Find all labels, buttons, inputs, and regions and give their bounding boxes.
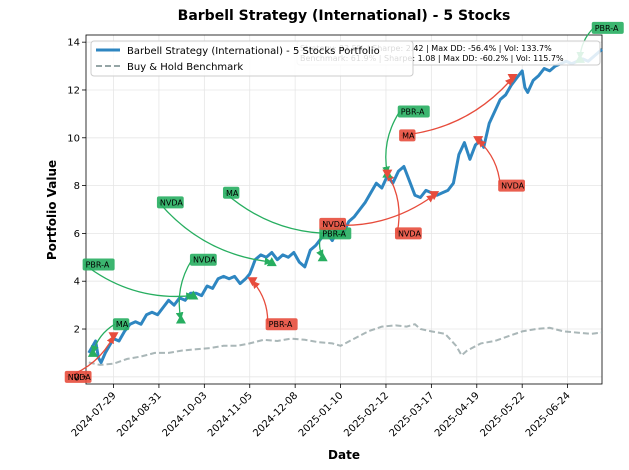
y-tick-label: 12 [67, 85, 80, 96]
trade-marker-sell [382, 169, 393, 179]
trade-label-nvda: NVDA [501, 182, 524, 191]
trade-label-pbr-a: PBR-A [86, 260, 110, 269]
trade-label-nvda: NVDA [322, 220, 345, 229]
trade-marker-buy [188, 290, 199, 300]
y-tick-label: 6 [74, 229, 80, 240]
trade-label-box [397, 105, 430, 118]
x-tick-label: 2024-08-31 [115, 390, 164, 439]
x-tick-label: 2024-11-05 [206, 390, 255, 439]
trade-arrow-pbr-a [382, 111, 401, 175]
trade-marker-buy [266, 257, 277, 267]
plot-frame [85, 34, 603, 385]
x-axis-label: Date [328, 448, 360, 462]
trade-label-nvda: NVDA [160, 198, 183, 207]
trade-arrow-pbr-a [84, 263, 195, 301]
trade-marker-buy [175, 314, 186, 324]
trade-label-box [319, 227, 352, 240]
x-tick-label: 2025-04-19 [433, 390, 482, 439]
y-axis-label: Portfolio Value [45, 160, 59, 260]
trade-marker-sell [507, 74, 518, 84]
x-axis-ticks: 2024-07-292024-08-312024-10-032024-11-05… [70, 384, 573, 439]
benchmark-series [88, 323, 603, 366]
trade-label-box [222, 186, 240, 199]
legend: Barbell Strategy (International) - 5 Sto… [90, 40, 414, 77]
trade-label-box [82, 258, 115, 271]
trade-label-box [265, 318, 298, 331]
trade-label-box [112, 318, 130, 331]
benchmark-line [88, 323, 603, 366]
trade-arrow-nvda [477, 139, 501, 186]
grid-lines [86, 35, 602, 384]
y-tick-label: 10 [67, 133, 80, 144]
stats-strategy: Strategy: 93.5% | Sharpe: 2.42 | Max DD:… [300, 44, 552, 53]
y-tick-label: 14 [67, 38, 80, 49]
trade-marker-sell [247, 277, 258, 287]
legend-label-portfolio: Barbell Strategy (International) - 5 Sto… [127, 46, 380, 57]
x-tick-label: 2024-12-08 [251, 390, 300, 439]
x-tick-label: 2025-03-17 [388, 390, 437, 439]
trade-marker-buy [87, 347, 98, 357]
legend-box [90, 40, 414, 77]
trade-label-pbr-a: PBR-A [322, 229, 346, 238]
trade-label-ma: MA [226, 189, 239, 198]
trade-label-pbr-a: PBR-A [401, 107, 425, 116]
trade-marker-buy [317, 252, 328, 262]
trade-label-box [498, 179, 525, 192]
y-tick-label: 0 [74, 372, 80, 383]
stats-benchmark: Benchmark: 61.9% | Sharpe: 1.08 | Max DD… [300, 54, 564, 63]
trade-label-box [394, 227, 422, 240]
trade-marker-sell [429, 191, 440, 201]
x-tick-label: 2024-07-29 [70, 390, 119, 439]
x-tick-label: 2025-01-10 [297, 390, 346, 439]
trade-label-box [399, 129, 416, 142]
trade-arrow-nvda [175, 259, 193, 321]
y-tick-label: 8 [74, 181, 80, 192]
trade-label-nvda: NVDA [68, 373, 91, 382]
trade-label-box [64, 370, 92, 383]
trade-label-nvda: NVDA [193, 256, 216, 265]
trade-label-box [189, 253, 217, 266]
trade-label-box [591, 21, 624, 34]
trade-label-pbr-a: PBR-A [269, 320, 293, 329]
trade-label-box [156, 196, 184, 209]
trade-arrow-pbr-a [251, 280, 269, 325]
chart-title: Barbell Strategy (International) - 5 Sto… [178, 8, 511, 24]
x-tick-label: 2025-05-22 [478, 390, 527, 439]
legend-label-benchmark: Buy & Hold Benchmark [127, 62, 243, 73]
y-axis-ticks: 0 2 4 6 8 10 12 14 [67, 38, 86, 383]
x-tick-label: 2025-06-24 [524, 390, 573, 439]
x-tick-label: 2025-02-12 [342, 390, 391, 439]
trade-label-nvda: NVDA [398, 229, 421, 238]
trade-marker-sell [108, 332, 119, 342]
trade-arrow-nvda [158, 201, 273, 266]
trade-marker-sell [473, 136, 484, 146]
y-tick-label: 2 [74, 325, 80, 336]
trade-labels: NVDAMAPBR-ANVDANVDAMAPBR-APBR-ANVDAPBR-A… [64, 21, 624, 383]
trade-label-ma: MA [402, 131, 415, 140]
trade-label-pbr-a: PBR-A [595, 24, 619, 33]
x-tick-label: 2024-10-03 [161, 390, 210, 439]
trade-label-ma: MA [116, 320, 129, 329]
trade-label-box [319, 217, 347, 230]
y-tick-label: 4 [74, 277, 80, 288]
trade-arrow-ma [401, 77, 514, 137]
